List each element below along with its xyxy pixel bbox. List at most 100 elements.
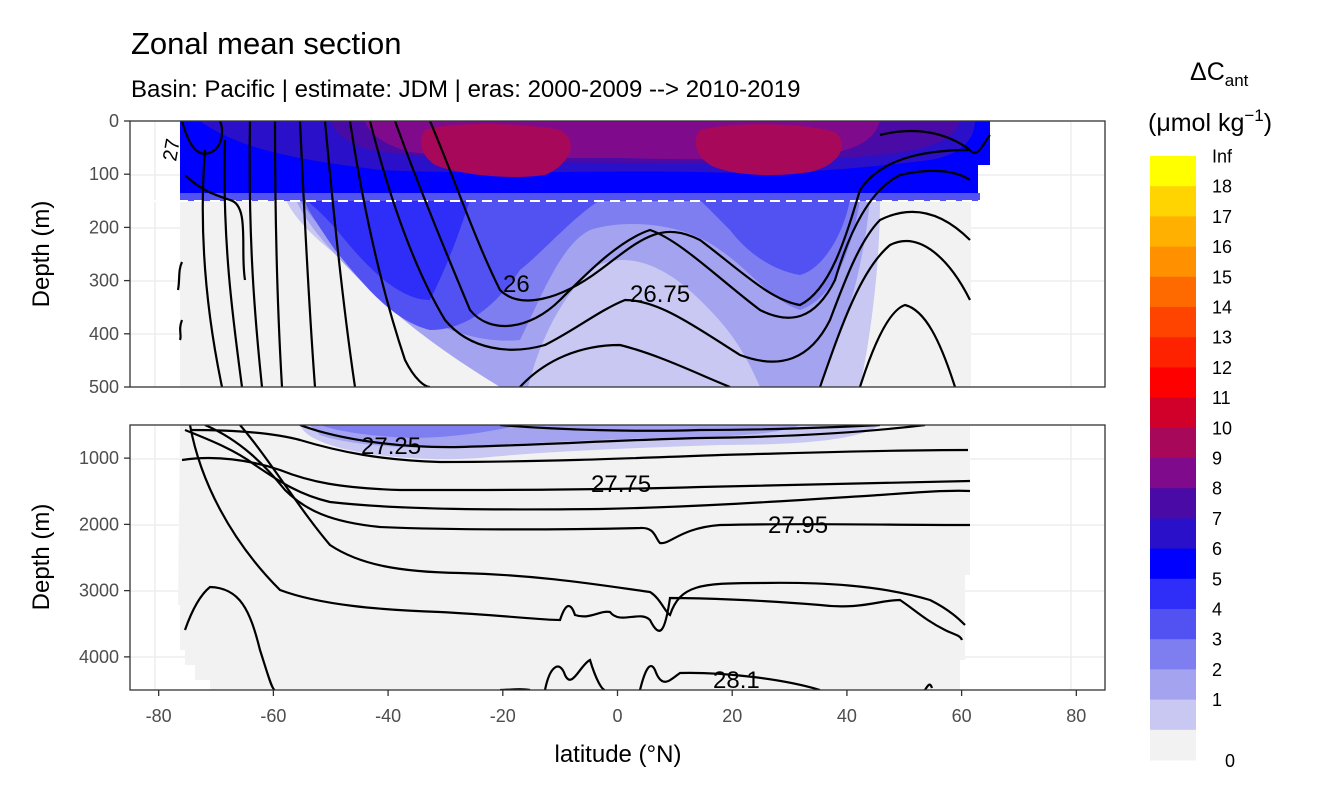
x-tick-label: 40 [837,706,857,726]
isopycnal [818,239,971,387]
legend-swatch [1150,397,1196,429]
x-axis-title: latitude (°N) [555,741,682,768]
x-tick-label: -40 [375,706,401,726]
y-tick-label: 0 [109,111,119,131]
legend-label: 6 [1212,539,1222,559]
isopycnal [201,149,224,387]
x-tick-label: -80 [146,706,172,726]
x-tick-label: 80 [1066,706,1086,726]
legend-swatch [1150,729,1196,761]
isopycnal [176,261,184,291]
contour-label: 28.1 [713,667,760,694]
x-tick-label: -60 [260,706,286,726]
legend-swatch [1150,548,1196,580]
legend-swatch [1150,609,1196,640]
legend-swatch [1150,276,1196,308]
contour-label: 26.75 [630,281,690,308]
x-tick-label: -20 [490,706,516,726]
isopycnal [223,139,244,387]
isopycnal [298,121,317,387]
isopycnal [323,121,357,387]
isopycnal [184,428,971,511]
contour-label: 27.95 [768,512,828,539]
y-tick-label: 300 [89,271,119,291]
legend-swatch [1150,699,1196,731]
isopycnal [189,428,969,464]
legend-swatch [1150,246,1196,278]
legend-label: 18 [1212,177,1232,197]
isopycnal [248,121,264,387]
isopycnal [368,121,971,363]
legend-swatch [1150,367,1196,399]
isopycnal [428,121,971,307]
fill-bin-4b [700,200,850,275]
axis-ticks [124,120,1077,696]
isopycnal [239,425,966,626]
isopycnal [858,303,957,387]
isopycnal [273,121,284,387]
legend-label: 17 [1212,207,1232,227]
legend-label: 2 [1212,660,1222,680]
legend-swatch [1150,639,1196,670]
contour-label: 27 [159,137,185,163]
legend-swatch [1150,307,1196,338]
y-axis-title-upper: Depth (m) [28,201,55,308]
legend-swatch [1150,518,1196,550]
isopycnal [204,425,971,545]
legend-label: 5 [1212,569,1222,589]
legend-swatch [1150,458,1196,489]
y-tick-label: 500 [89,377,119,397]
fill-deep-bin-3 [320,425,520,438]
chart-title: Zonal mean section [131,26,402,61]
legend-swatch [1150,337,1196,368]
legend-label: 8 [1212,479,1222,499]
legend-label: 12 [1212,358,1232,378]
legend-label: 3 [1212,630,1222,650]
legend-label: 15 [1212,267,1232,287]
legend-swatch [1150,669,1196,701]
legend: ΔCant (μmol kg−1) 0123456789101112131415… [1148,58,1272,771]
isopycnal [499,425,881,432]
isopycnal [180,121,224,155]
x-tick-label: 0 [612,706,622,726]
legend-label: 13 [1212,328,1232,348]
isopycnal [348,121,431,387]
legend-swatch [1150,427,1196,459]
fill-bin-10-north [695,124,842,176]
contour-label: 27.25 [361,433,421,460]
legend-swatch [1150,156,1196,187]
fill-deep-bin-0 [178,425,970,690]
legend-label: Inf [1212,147,1233,167]
legend-label: 1 [1212,690,1222,710]
upper-panel [129,120,1106,388]
isopycnal [299,425,926,449]
chart-subtitle: Basin: Pacific | estimate: JDM | eras: 2… [131,76,801,103]
isopycnal [393,121,971,328]
upper-panel-border [129,120,1106,388]
lower-isopycnals [181,425,971,690]
contour-label: 26 [503,271,530,298]
legend-swatches [1150,156,1196,761]
legend-label: 16 [1212,237,1232,257]
y-tick-label: 200 [89,217,119,237]
legend-label: 14 [1212,298,1232,318]
isopycnal [183,585,276,690]
legend-swatch [1150,488,1196,519]
legend-label: 7 [1212,509,1222,529]
y-tick-label: 2000 [79,514,119,534]
legend-label: 11 [1212,388,1231,408]
contour-labels: 26 26.75 27 27.25 27.75 27.95 28.1 [159,137,828,694]
y-tick-label: 100 [89,164,119,184]
lower-panel [129,424,1106,691]
isopycnal [178,319,184,341]
isopycnal [184,174,247,281]
legend-unit: (μmol kg−1) [1148,106,1272,137]
isopycnal [924,683,934,690]
y-tick-label: 1000 [79,448,119,468]
x-tick-label: 60 [952,706,972,726]
legend-title: ΔCant [1190,58,1249,90]
legend-swatch [1150,216,1196,248]
legend-label: 0 [1225,751,1235,771]
legend-label: 10 [1212,418,1232,438]
